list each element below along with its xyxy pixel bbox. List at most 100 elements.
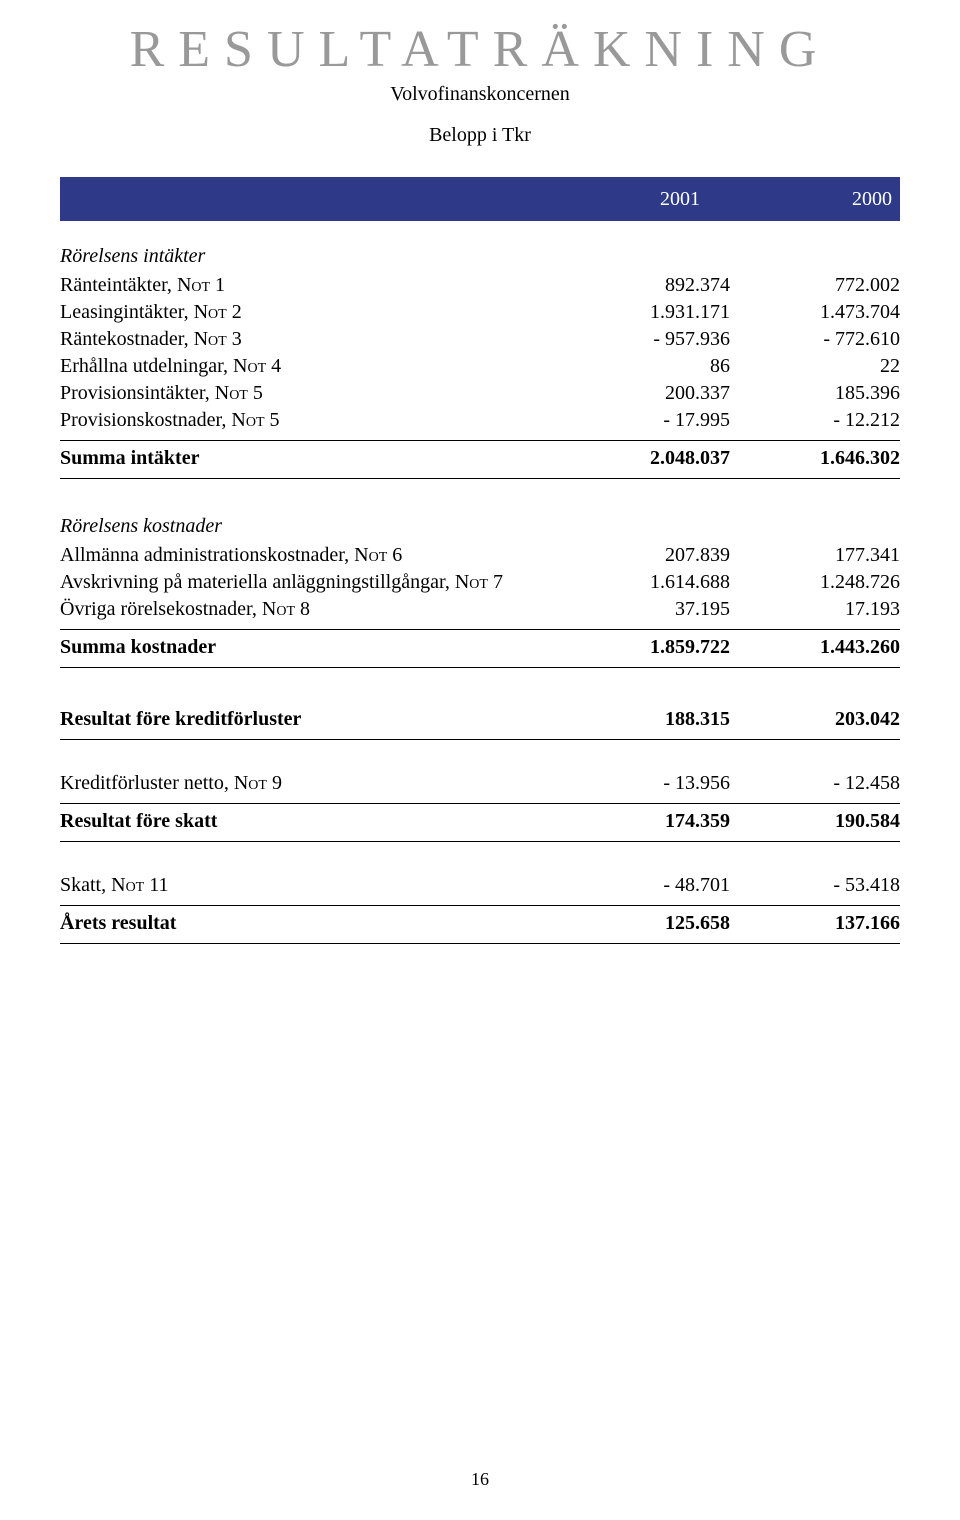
row-label: Resultat före skatt: [60, 808, 560, 835]
row-value-y2: 17.193: [730, 596, 900, 623]
row-value-y1: 1.859.722: [560, 634, 730, 661]
row-value-y1: 174.359: [560, 808, 730, 835]
year-col-1: 2001: [560, 188, 730, 211]
row-value-y1: 1.614.688: [560, 569, 730, 596]
table-row: Leasingintäkter, Not 2 1.931.171 1.473.7…: [60, 299, 900, 326]
row-value-y2: - 12.212: [730, 407, 900, 434]
rule: [60, 905, 900, 906]
page-title: RESULTATRÄKNING: [60, 20, 900, 79]
row-label: Summa kostnader: [60, 634, 560, 661]
rule: [60, 803, 900, 804]
row-label: Summa intäkter: [60, 445, 560, 472]
row-label: Kreditförluster netto,: [60, 772, 234, 794]
row-value-y1: 207.839: [560, 542, 730, 569]
sum-income-table: Summa intäkter 2.048.037 1.646.302: [60, 445, 900, 472]
section-title-intakter: Rörelsens intäkter: [60, 245, 900, 268]
row-value-y2: 203.042: [730, 706, 900, 733]
row-note: Not 9: [234, 772, 282, 794]
table-row: Övriga rörelsekostnader, Not 8 37.195 17…: [60, 596, 900, 623]
credit-loss-table: Kreditförluster netto, Not 9 - 13.956 - …: [60, 770, 900, 797]
row-value-y1: 892.374: [560, 272, 730, 299]
row-value-y2: - 12.458: [730, 770, 900, 797]
rule: [60, 841, 900, 842]
tax-table: Skatt, Not 11 - 48.701 - 53.418: [60, 872, 900, 899]
result-before-credit-table: Resultat före kreditförluster 188.315 20…: [60, 706, 900, 733]
row-value-y1: - 17.995: [560, 407, 730, 434]
table-row: Summa intäkter 2.048.037 1.646.302: [60, 445, 900, 472]
row-label: Allmänna administrationskostnader,: [60, 544, 354, 566]
row-value-y1: - 957.936: [560, 326, 730, 353]
row-value-y2: 1.646.302: [730, 445, 900, 472]
table-row: Summa kostnader 1.859.722 1.443.260: [60, 634, 900, 661]
table-row: Resultat före skatt 174.359 190.584: [60, 808, 900, 835]
unit-label: Belopp i Tkr: [60, 124, 900, 147]
sum-cost-table: Summa kostnader 1.859.722 1.443.260: [60, 634, 900, 661]
row-note: Not 1: [177, 274, 225, 296]
row-note: Not 3: [194, 328, 242, 350]
rule: [60, 739, 900, 740]
row-label: Provisionsintäkter,: [60, 382, 215, 404]
subtitle: Volvofinanskoncernen: [60, 83, 900, 106]
table-row: Ränteintäkter, Not 1 892.374 772.002: [60, 272, 900, 299]
row-value-y2: 1.248.726: [730, 569, 900, 596]
row-note: Not 4: [233, 355, 281, 377]
row-value-y1: 86: [560, 353, 730, 380]
table-row: Avskrivning på materiella anläggningstil…: [60, 569, 900, 596]
row-label: Resultat före kreditförluster: [60, 706, 560, 733]
rule: [60, 667, 900, 668]
row-value-y2: 177.341: [730, 542, 900, 569]
row-label: Erhållna utdelningar,: [60, 355, 233, 377]
table-row: Kreditförluster netto, Not 9 - 13.956 - …: [60, 770, 900, 797]
row-label: Räntekostnader,: [60, 328, 194, 350]
year-col-2: 2000: [730, 188, 900, 211]
row-value-y2: 22: [730, 353, 900, 380]
row-label: Årets resultat: [60, 910, 560, 937]
year-result-table: Årets resultat 125.658 137.166: [60, 910, 900, 937]
row-value-y2: 185.396: [730, 380, 900, 407]
row-label: Övriga rörelsekostnader,: [60, 598, 262, 620]
row-value-y2: 190.584: [730, 808, 900, 835]
row-note: Not 11: [111, 874, 168, 896]
table-row: Skatt, Not 11 - 48.701 - 53.418: [60, 872, 900, 899]
row-value-y1: 200.337: [560, 380, 730, 407]
row-note: Not 5: [231, 409, 279, 431]
row-label: Provisionskostnader,: [60, 409, 231, 431]
row-value-y1: 1.931.171: [560, 299, 730, 326]
row-value-y2: - 772.610: [730, 326, 900, 353]
row-label: Ränteintäkter,: [60, 274, 177, 296]
row-note: Not 7: [455, 571, 503, 593]
row-label: Avskrivning på materiella anläggningstil…: [60, 571, 455, 593]
row-value-y2: 1.443.260: [730, 634, 900, 661]
rule: [60, 943, 900, 944]
table-row: Erhållna utdelningar, Not 4 86 22: [60, 353, 900, 380]
row-value-y2: 1.473.704: [730, 299, 900, 326]
row-value-y2: 772.002: [730, 272, 900, 299]
year-header-band: 2001 2000: [60, 177, 900, 221]
table-row: Årets resultat 125.658 137.166: [60, 910, 900, 937]
table-row: Provisionskostnader, Not 5 - 17.995 - 12…: [60, 407, 900, 434]
table-row: Provisionsintäkter, Not 5 200.337 185.39…: [60, 380, 900, 407]
rule: [60, 440, 900, 441]
page-number: 16: [0, 1469, 960, 1490]
table-row: Räntekostnader, Not 3 - 957.936 - 772.61…: [60, 326, 900, 353]
row-value-y1: 188.315: [560, 706, 730, 733]
cost-table: Allmänna administrationskostnader, Not 6…: [60, 542, 900, 623]
row-note: Not 5: [215, 382, 263, 404]
result-before-tax-table: Resultat före skatt 174.359 190.584: [60, 808, 900, 835]
row-note: Not 6: [354, 544, 402, 566]
row-value-y1: - 13.956: [560, 770, 730, 797]
income-table: Ränteintäkter, Not 1 892.374 772.002 Lea…: [60, 272, 900, 434]
row-note: Not 8: [262, 598, 310, 620]
row-value-y2: - 53.418: [730, 872, 900, 899]
section-title-kostnader: Rörelsens kostnader: [60, 515, 900, 538]
row-value-y1: 37.195: [560, 596, 730, 623]
rule: [60, 629, 900, 630]
row-value-y1: - 48.701: [560, 872, 730, 899]
row-value-y1: 125.658: [560, 910, 730, 937]
rule: [60, 478, 900, 479]
row-label: Leasingintäkter,: [60, 301, 194, 323]
table-row: Allmänna administrationskostnader, Not 6…: [60, 542, 900, 569]
row-value-y2: 137.166: [730, 910, 900, 937]
row-note: Not 2: [194, 301, 242, 323]
table-row: Resultat före kreditförluster 188.315 20…: [60, 706, 900, 733]
